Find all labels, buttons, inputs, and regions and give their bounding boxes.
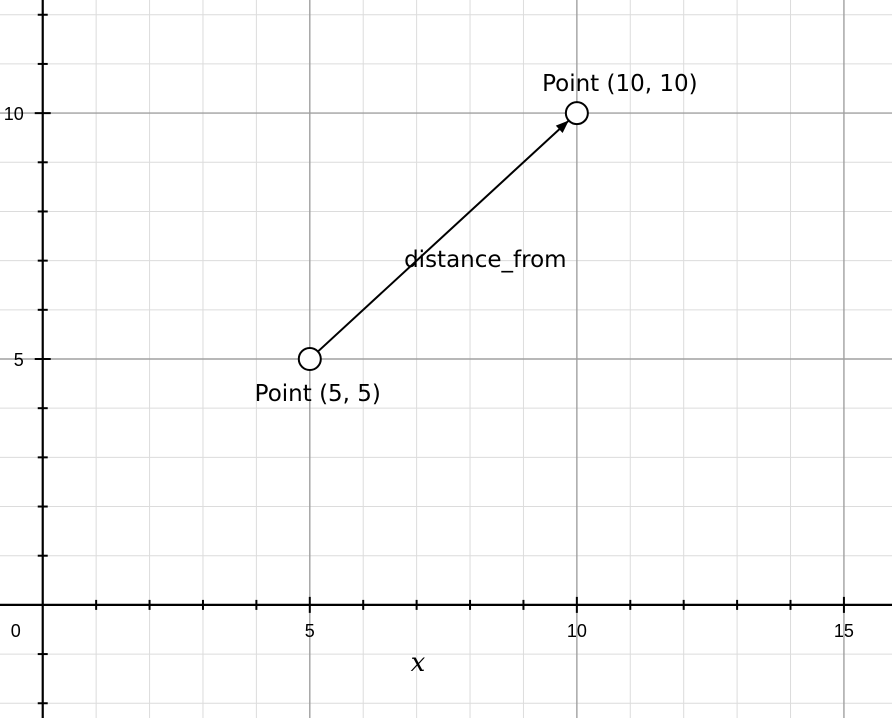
vector-label: distance_from <box>404 247 566 273</box>
y-tick-label: 10 <box>4 104 24 124</box>
x-tick-label: 15 <box>834 621 854 641</box>
vectors: distance_from <box>317 119 570 353</box>
axis-ticks <box>34 13 845 705</box>
point-marker <box>564 101 589 126</box>
tick-labels: 0 5 10 15 5 10 <box>4 104 854 641</box>
x-tick-label: 10 <box>567 621 587 641</box>
point-label: Point (10, 10) <box>542 71 698 97</box>
point-marker <box>297 347 322 371</box>
x-tick-label: 5 <box>305 621 315 641</box>
points: Point (5, 5) Point (10, 10) <box>255 71 698 407</box>
x-tick-label: 0 <box>11 621 21 641</box>
x-axis-label: x <box>411 648 426 678</box>
y-tick-label: 5 <box>14 350 24 370</box>
point-label: Point (5, 5) <box>255 381 381 407</box>
vector-line <box>317 119 570 353</box>
vector-arrowhead <box>555 120 569 134</box>
